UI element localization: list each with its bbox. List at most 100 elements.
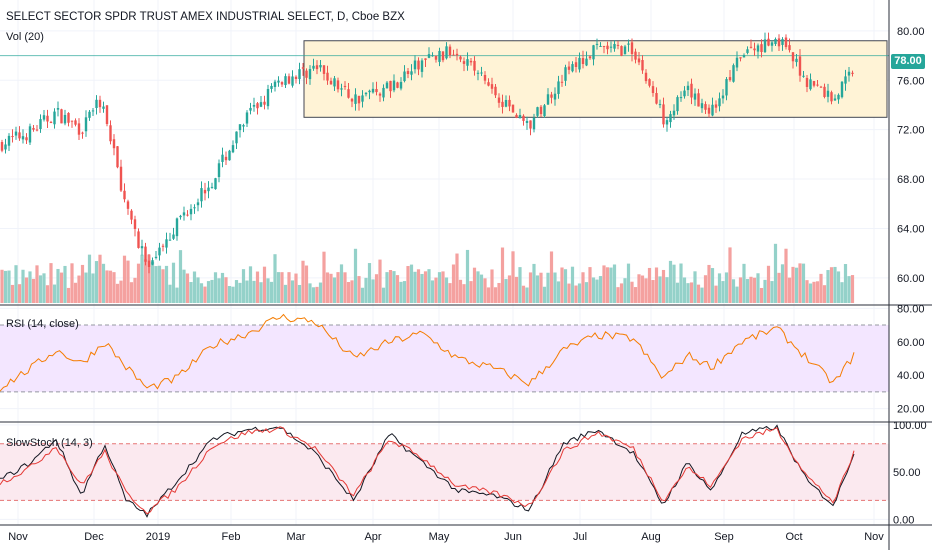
candle-body[interactable] <box>273 81 277 87</box>
candle-body[interactable] <box>749 46 753 48</box>
candle-body[interactable] <box>763 39 767 53</box>
candle-body[interactable] <box>417 60 420 70</box>
candle-body[interactable] <box>550 94 553 98</box>
candle-body[interactable] <box>39 119 42 129</box>
candle-body[interactable] <box>378 93 382 96</box>
candle-body[interactable] <box>196 202 200 206</box>
candle-body[interactable] <box>522 115 525 121</box>
candle-body[interactable] <box>595 43 599 45</box>
candle-body[interactable] <box>231 145 235 153</box>
candle-body[interactable] <box>725 79 728 96</box>
candle-body[interactable] <box>88 111 91 118</box>
candle-body[interactable] <box>98 99 102 108</box>
candle-body[interactable] <box>35 129 39 131</box>
candle-body[interactable] <box>249 107 252 111</box>
candle-body[interactable] <box>490 84 494 89</box>
candle-body[interactable] <box>560 81 564 83</box>
candle-body[interactable] <box>77 123 81 135</box>
candle-body[interactable] <box>67 112 70 123</box>
candle-body[interactable] <box>284 76 287 86</box>
candle-body[interactable] <box>483 74 487 81</box>
candle-body[interactable] <box>158 247 161 256</box>
candle-body[interactable] <box>616 44 620 46</box>
candle-body[interactable] <box>690 83 693 98</box>
candle-body[interactable] <box>487 82 490 86</box>
candle-body[interactable] <box>301 67 305 69</box>
candle-body[interactable] <box>459 56 462 60</box>
candle-body[interactable] <box>172 234 175 239</box>
candle-body[interactable] <box>630 42 634 54</box>
candle-body[interactable] <box>473 60 476 71</box>
candle-body[interactable] <box>777 38 781 47</box>
candle-body[interactable] <box>623 46 627 55</box>
candle-body[interactable] <box>431 55 434 57</box>
candle-body[interactable] <box>28 126 32 143</box>
candle-body[interactable] <box>823 86 826 97</box>
candle-body[interactable] <box>476 72 480 74</box>
candle-body[interactable] <box>413 60 417 70</box>
candle-body[interactable] <box>322 65 326 74</box>
candle-body[interactable] <box>704 104 707 110</box>
candle-body[interactable] <box>676 97 679 112</box>
candle-body[interactable] <box>833 98 837 101</box>
candle-body[interactable] <box>788 45 791 51</box>
candle-body[interactable] <box>714 104 718 108</box>
candle-body[interactable] <box>564 67 567 81</box>
candle-body[interactable] <box>4 144 7 150</box>
candle-body[interactable] <box>49 121 53 123</box>
candle-body[interactable] <box>497 97 501 103</box>
candle-body[interactable] <box>837 94 840 100</box>
candle-body[interactable] <box>721 95 725 99</box>
candle-body[interactable] <box>245 112 249 124</box>
candle-body[interactable] <box>462 61 466 64</box>
candle-body[interactable] <box>357 95 361 104</box>
candle-body[interactable] <box>18 132 21 139</box>
candle-body[interactable] <box>84 117 88 132</box>
candle-body[interactable] <box>641 60 644 71</box>
candle-body[interactable] <box>130 210 133 220</box>
candle-body[interactable] <box>343 85 347 87</box>
candle-body[interactable] <box>546 94 550 105</box>
candle-body[interactable] <box>840 81 844 98</box>
candle-body[interactable] <box>200 188 203 202</box>
candle-body[interactable] <box>830 92 833 102</box>
candle-body[interactable] <box>770 42 774 46</box>
candle-body[interactable] <box>63 114 67 124</box>
candle-body[interactable] <box>399 81 403 89</box>
candle-body[interactable] <box>46 115 49 122</box>
candle-body[interactable] <box>207 187 210 192</box>
candle-body[interactable] <box>364 92 368 95</box>
candle-body[interactable] <box>392 80 396 91</box>
candle-body[interactable] <box>56 108 60 110</box>
candle-body[interactable] <box>354 94 357 104</box>
candle-body[interactable] <box>613 43 616 49</box>
candle-body[interactable] <box>557 81 560 94</box>
candle-body[interactable] <box>532 117 536 130</box>
candle-body[interactable] <box>347 89 350 98</box>
candle-body[interactable] <box>795 58 798 63</box>
candle-body[interactable] <box>693 93 697 100</box>
candle-body[interactable] <box>784 37 788 48</box>
candle-body[interactable] <box>609 46 613 48</box>
candle-body[interactable] <box>574 62 578 67</box>
candle-body[interactable] <box>280 82 284 85</box>
candle-body[interactable] <box>403 71 406 82</box>
candle-body[interactable] <box>718 98 721 107</box>
candle-body[interactable] <box>221 154 224 162</box>
candle-body[interactable] <box>70 120 74 122</box>
candle-body[interactable] <box>679 97 683 99</box>
candle-body[interactable] <box>480 72 483 74</box>
candle-body[interactable] <box>7 135 11 146</box>
candle-body[interactable] <box>739 57 742 59</box>
candle-body[interactable] <box>700 103 704 109</box>
candle-body[interactable] <box>81 132 84 134</box>
candle-body[interactable] <box>746 49 749 53</box>
candle-body[interactable] <box>553 93 557 100</box>
candle-body[interactable] <box>697 93 700 107</box>
candle-body[interactable] <box>228 150 231 161</box>
candle-body[interactable] <box>350 98 354 102</box>
candle-body[interactable] <box>368 90 371 93</box>
candle-body[interactable] <box>242 125 245 127</box>
candle-body[interactable] <box>501 101 504 107</box>
candle-body[interactable] <box>256 103 259 109</box>
